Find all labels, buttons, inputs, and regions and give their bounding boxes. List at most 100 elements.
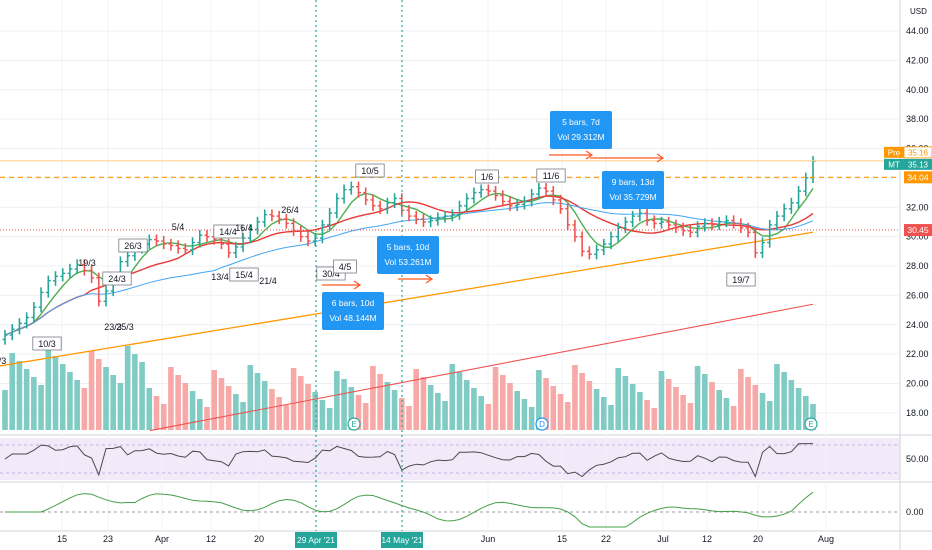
price-axis-label: 30.00 [906,232,929,242]
pre-badge-value-box [903,146,932,159]
event-marker-icon[interactable] [804,417,818,431]
volume-bar [810,404,816,430]
volume-bar [254,373,261,430]
highlight-date-box [295,532,337,548]
volume-bar [240,402,246,430]
volume-bar [74,380,80,430]
date-label-box [355,163,385,178]
range-measure-box[interactable] [322,292,384,330]
range-arrow-head [585,150,594,160]
volume-bar [680,395,686,430]
volume-bar [59,364,66,430]
range-measure-volume: Vol 53.261M [384,257,431,267]
volume-bar [348,387,355,430]
date-label: 11/6 [543,171,560,181]
date-label: 1/6 [481,172,494,182]
date-label: 5/4 [172,222,185,232]
volume-bar [211,370,218,430]
volume-bar [9,353,16,430]
volume-bar [521,399,528,430]
volume-bar [507,383,513,430]
price-bars [2,156,816,345]
date-label: 14/4 [219,227,237,237]
volume-bar [420,377,427,430]
pre-badge-value: 35.16 [908,148,929,157]
volume-bar [153,396,160,430]
range-measure-box[interactable] [550,111,612,149]
time-axis-label: 23 [103,534,113,544]
time-axis-label: Jul [657,534,669,544]
event-marker-icon[interactable] [347,417,361,431]
price-axis-label: 18.00 [906,408,929,418]
volume-bar [384,382,391,430]
volume-bar [644,400,650,430]
date-label: 24/3 [108,274,126,284]
pre-badge-label: Pre [888,148,901,157]
volume-bar [23,369,30,430]
ma-long-line [0,231,814,367]
price-axis-label: 22.00 [906,349,929,359]
volume-bar [687,403,694,430]
date-label: 19/7 [732,275,750,285]
volume-bar [67,372,73,430]
pre-badge-label-box [884,146,904,158]
date-label: 4/3 [0,356,6,366]
date-label-box [475,169,499,184]
volume-bar [247,365,254,430]
range-arrow-head [353,280,362,290]
macd-axis-label: 0.00 [906,507,924,517]
range-measure-volume: Vol 29.312M [557,132,604,142]
date-label: 13/4 [211,272,229,282]
volume-bar [189,391,196,430]
volume-bar [499,375,506,430]
time-axis-label: 22 [601,534,611,544]
volume-bar [471,388,477,430]
indicator-panes: 50.00 0.00 [0,443,929,528]
range-measure-box[interactable] [377,236,439,274]
ma-mid-line [4,195,814,336]
volume-bar [759,393,766,430]
date-label-box [32,336,62,351]
event-marker-label: E [808,420,813,429]
volume-bar [593,389,600,430]
volume-bar [564,402,571,430]
volume-bar [557,394,564,430]
range-arrow-head [656,153,665,163]
volume-bar [370,366,376,430]
volume-bar [146,388,153,430]
volume-bar [514,391,521,430]
volume-bar [622,376,629,430]
volume-bar [398,398,405,430]
volume-bar [781,372,787,430]
volume-bar [449,364,456,430]
date-label-box [726,272,756,287]
event-marker-icon[interactable] [535,417,549,431]
volume-bar [550,386,557,430]
volume-bar [132,354,138,430]
rsi-pane-background [0,438,900,480]
date-label-box [333,259,357,274]
volume-bar [802,396,809,430]
mt-badge-label-box [884,158,904,170]
price-level-value: 34.04 [907,172,929,182]
volume-bar [175,375,181,430]
volume-bar [31,377,37,430]
range-measure-box[interactable] [602,171,664,209]
volume-bar [139,362,145,430]
volume-bar [45,348,52,430]
volume-bar [637,392,643,430]
volume-bar [168,367,174,430]
date-label: 19/3 [78,258,96,268]
range-measure-bars: 5 bars, 10d [387,242,430,252]
range-measure-bars: 6 bars, 10d [332,298,375,308]
volume-bar [124,346,131,430]
date-label-box [213,224,243,239]
volume-bar [536,370,542,430]
volume-bar [442,401,448,430]
price-axis-label: 42.00 [906,55,929,65]
range-measure-bars: 5 bars, 7d [562,117,600,127]
price-axis-label: 26.00 [906,290,929,300]
range-arrow-head [425,274,434,284]
